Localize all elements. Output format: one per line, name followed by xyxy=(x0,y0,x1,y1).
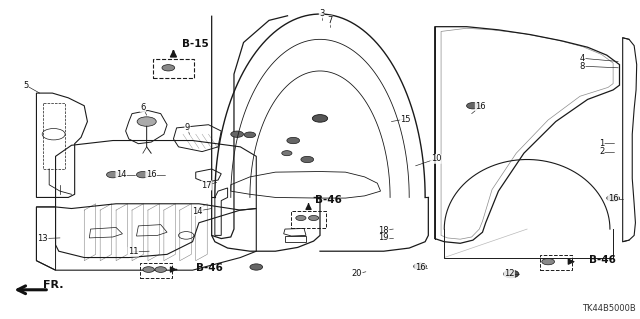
Circle shape xyxy=(136,172,149,178)
Circle shape xyxy=(413,263,426,270)
Text: B-46: B-46 xyxy=(315,195,342,205)
Text: 12: 12 xyxy=(504,270,515,278)
Circle shape xyxy=(137,117,156,126)
Circle shape xyxy=(162,65,175,71)
Text: 14: 14 xyxy=(116,170,127,179)
Text: B-46: B-46 xyxy=(196,263,223,273)
Circle shape xyxy=(301,156,314,163)
Circle shape xyxy=(282,151,292,156)
Circle shape xyxy=(504,270,519,278)
Text: 16: 16 xyxy=(476,102,486,111)
Text: 10: 10 xyxy=(431,154,441,163)
Circle shape xyxy=(244,132,255,138)
Circle shape xyxy=(143,267,154,272)
Text: 11: 11 xyxy=(128,247,138,256)
Text: 2: 2 xyxy=(599,147,604,156)
Text: 17: 17 xyxy=(201,181,212,190)
Text: 7: 7 xyxy=(327,16,332,25)
Text: B-15: B-15 xyxy=(182,39,209,49)
Text: 3: 3 xyxy=(319,9,324,18)
Circle shape xyxy=(312,115,328,122)
Text: 20: 20 xyxy=(352,270,362,278)
Text: 14: 14 xyxy=(193,206,203,216)
Text: 16: 16 xyxy=(415,263,426,272)
Circle shape xyxy=(308,215,319,220)
Circle shape xyxy=(467,103,479,109)
Text: FR.: FR. xyxy=(43,280,63,290)
Text: 16: 16 xyxy=(146,170,156,179)
Circle shape xyxy=(250,264,262,270)
Circle shape xyxy=(296,215,306,220)
Text: 6: 6 xyxy=(140,103,145,112)
Circle shape xyxy=(106,172,119,178)
Circle shape xyxy=(541,258,554,265)
Text: 4: 4 xyxy=(580,54,585,63)
Text: TK44B5000B: TK44B5000B xyxy=(582,304,636,313)
Text: 15: 15 xyxy=(400,115,411,123)
Text: 5: 5 xyxy=(23,81,28,90)
Circle shape xyxy=(607,195,620,201)
Text: 1: 1 xyxy=(599,138,604,148)
Text: 8: 8 xyxy=(580,62,585,71)
Text: 9: 9 xyxy=(185,123,190,132)
Circle shape xyxy=(155,267,166,272)
Text: B-46: B-46 xyxy=(589,255,616,265)
Circle shape xyxy=(231,131,244,137)
Text: 18: 18 xyxy=(378,226,389,235)
Text: 13: 13 xyxy=(38,234,48,243)
Circle shape xyxy=(287,137,300,144)
Text: 16: 16 xyxy=(608,194,618,203)
Text: 19: 19 xyxy=(378,234,389,242)
